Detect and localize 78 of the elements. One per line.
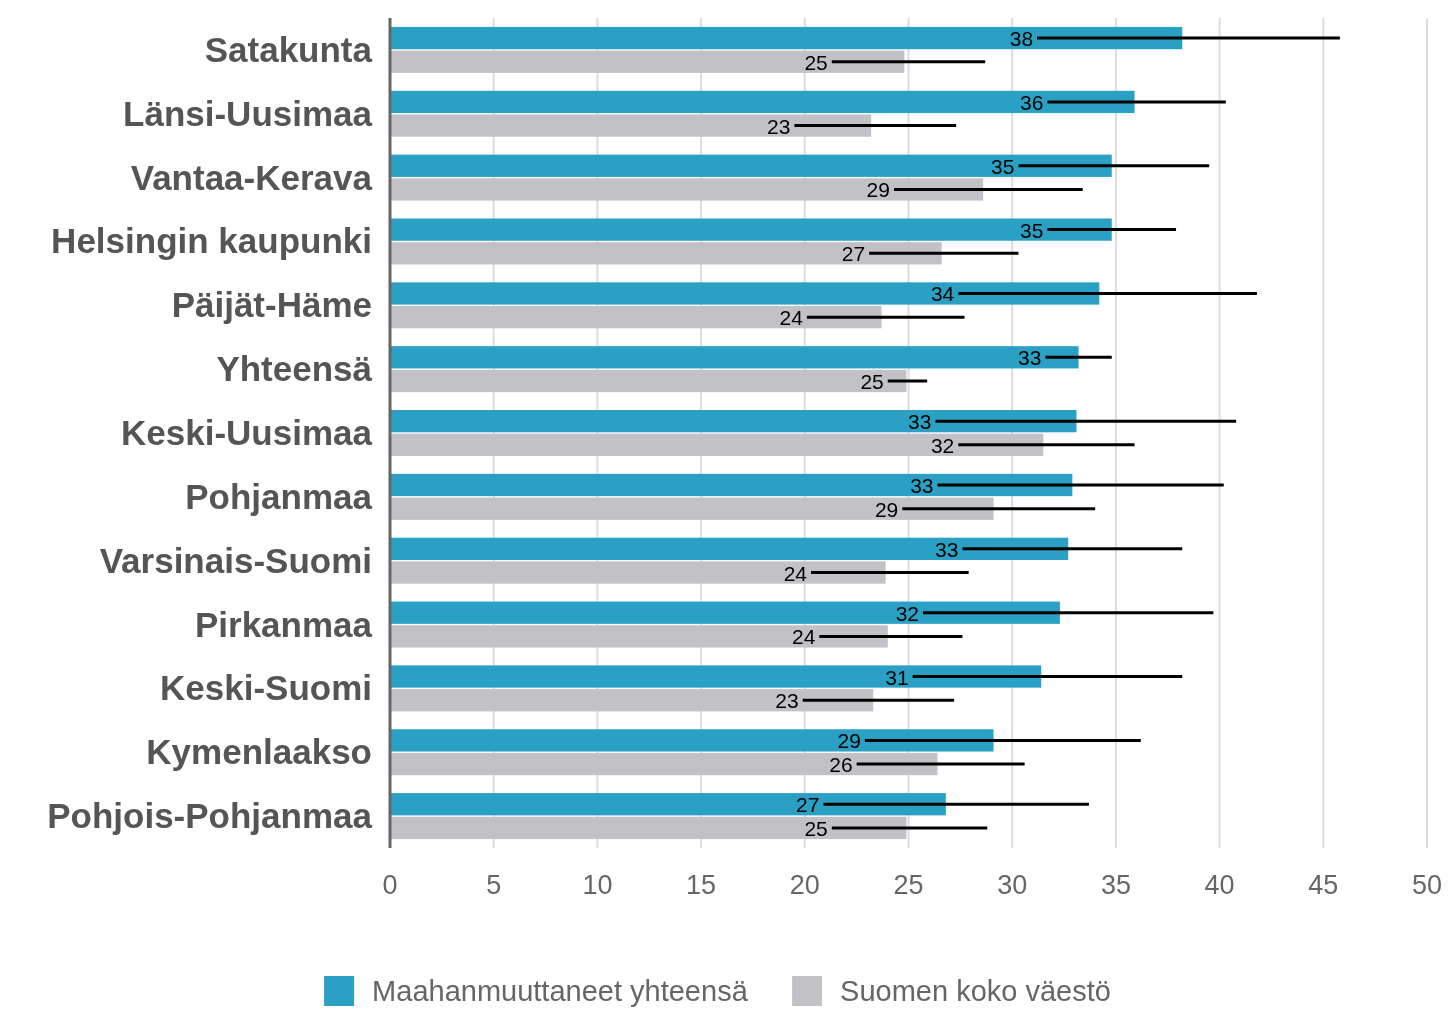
y-tick-label: Keski-Uusimaa	[121, 413, 373, 452]
legend-label: Maahanmuuttaneet yhteensä	[372, 975, 749, 1007]
y-tick-label: Kymenlaakso	[146, 732, 372, 772]
y-tick-label: Päijät-Häme	[171, 285, 372, 325]
data-label: 23	[775, 689, 799, 713]
data-label: 26	[829, 753, 853, 777]
bar	[390, 473, 1073, 497]
bar	[390, 90, 1135, 114]
y-tick-label: Satakunta	[204, 29, 373, 69]
bar	[390, 346, 1079, 369]
x-tick-label: 35	[1100, 870, 1131, 900]
bar	[390, 154, 1112, 177]
data-label: 33	[935, 537, 959, 561]
data-label: 25	[860, 370, 884, 393]
x-tick-label: 15	[686, 870, 717, 900]
bar	[390, 793, 946, 816]
x-tick-label: 40	[1204, 870, 1235, 900]
x-tick-label: 25	[893, 870, 924, 900]
y-tick-label: Länsi-Uusimaa	[123, 93, 373, 133]
bar	[390, 178, 984, 201]
data-label: 24	[791, 625, 816, 649]
bar	[390, 242, 942, 265]
data-label: 24	[783, 561, 808, 585]
y-tick-label: Pohjois-Pohjanmaa	[47, 796, 373, 836]
x-tick-label: 5	[486, 870, 502, 900]
data-label: 27	[796, 793, 820, 817]
bar	[390, 433, 1044, 456]
bar	[390, 306, 882, 329]
bar	[390, 410, 1077, 433]
data-label: 24	[779, 306, 804, 330]
bar	[390, 114, 872, 137]
data-label: 32	[930, 433, 955, 457]
data-label: 23	[767, 114, 791, 138]
data-label: 29	[837, 729, 861, 753]
data-label: 27	[841, 242, 866, 266]
data-label: 25	[804, 50, 828, 74]
data-label: 36	[1020, 90, 1044, 114]
y-tick-label: Yhteensä	[216, 349, 373, 389]
bar	[390, 625, 888, 648]
bar	[390, 537, 1069, 560]
data-label: 35	[991, 154, 1015, 178]
bar	[390, 689, 874, 712]
bar	[390, 369, 907, 393]
x-tick-label: 0	[382, 870, 398, 900]
data-label: 25	[804, 816, 828, 840]
bar	[390, 497, 994, 520]
data-label: 38	[1009, 27, 1034, 51]
bar	[390, 26, 1183, 50]
bar	[390, 561, 886, 584]
x-tick-label: 20	[789, 870, 820, 900]
y-tick-label: Pirkanmaa	[194, 604, 373, 644]
y-tick-label: Keski-Suomi	[160, 668, 372, 708]
bar	[390, 50, 905, 73]
data-label: 35	[1020, 218, 1044, 242]
data-label: 34	[930, 282, 955, 306]
y-tick-label: Varsinais-Suomi	[99, 540, 372, 580]
data-label: 31	[885, 665, 909, 689]
y-tick-label: Vantaa-Kerava	[130, 157, 373, 197]
bar	[390, 601, 1060, 624]
data-label: 29	[874, 497, 899, 521]
legend-label: Suomen koko väestö	[840, 975, 1111, 1007]
x-tick-label: 45	[1308, 870, 1339, 900]
data-label: 33	[910, 474, 934, 497]
y-tick-label: Pohjanmaa	[185, 476, 373, 516]
bar	[390, 729, 994, 752]
x-tick-label: 10	[582, 870, 613, 900]
bar	[390, 282, 1100, 305]
bar	[390, 752, 938, 776]
bar	[390, 665, 1042, 688]
x-tick-label: 50	[1411, 870, 1443, 900]
x-tick-label: 30	[997, 870, 1028, 900]
data-label: 32	[895, 601, 920, 625]
data-label: 29	[866, 178, 890, 202]
data-label: 33	[1018, 346, 1042, 370]
y-tick-label: Helsingin kaupunki	[51, 221, 372, 261]
data-label: 33	[908, 410, 932, 434]
bar	[390, 816, 907, 840]
bar	[390, 218, 1112, 241]
